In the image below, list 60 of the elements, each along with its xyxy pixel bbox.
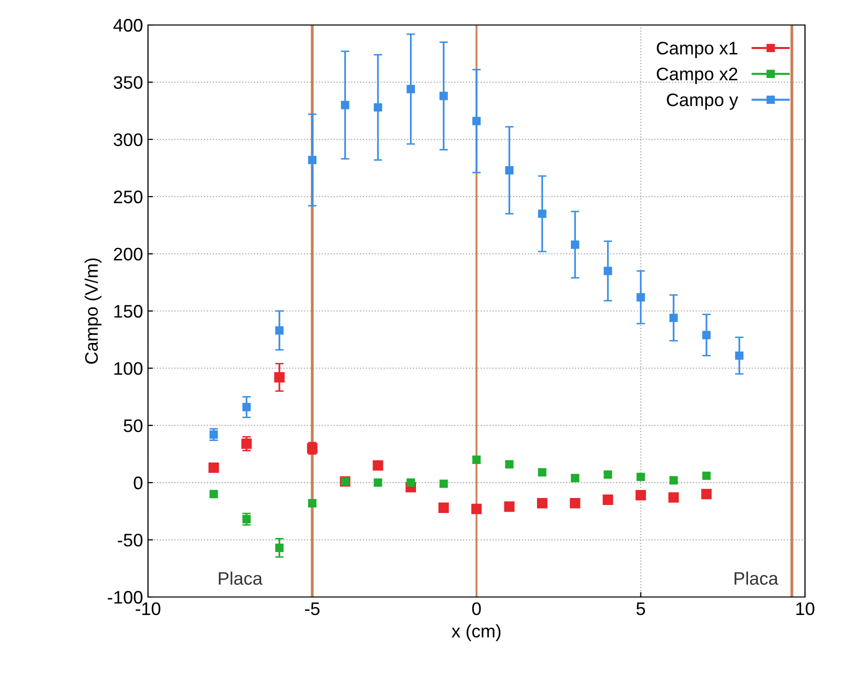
annotation: Placa xyxy=(218,572,263,585)
y-tick-label: 0 xyxy=(134,476,142,490)
annotation: Placa xyxy=(734,572,778,585)
y-tick-label: 150 xyxy=(114,304,142,318)
point xyxy=(701,488,712,500)
point xyxy=(374,103,382,112)
point xyxy=(602,494,614,505)
point xyxy=(472,116,481,126)
point xyxy=(210,490,218,498)
legend-label: Campo x2 xyxy=(656,68,738,84)
point xyxy=(471,504,482,514)
point xyxy=(210,430,218,439)
point xyxy=(242,515,251,524)
point xyxy=(668,492,679,503)
point xyxy=(702,330,711,340)
point xyxy=(570,474,580,482)
y-tick-label: 50 xyxy=(124,419,142,432)
y-tick-label: 200 xyxy=(114,248,142,261)
point xyxy=(275,544,284,552)
y-axis-title: Campo (V/m) xyxy=(84,258,102,364)
x-tick-label: 10 xyxy=(796,602,814,616)
y-tick-label: -50 xyxy=(118,534,142,547)
point xyxy=(536,498,548,508)
y-tick-label: 300 xyxy=(114,133,142,146)
point xyxy=(604,266,612,276)
y-tick-label: 250 xyxy=(114,190,142,204)
y-tick-label: 400 xyxy=(113,18,142,32)
y-tick-label: 350 xyxy=(114,76,142,89)
point xyxy=(372,460,384,471)
x-tick-label: 5 xyxy=(636,602,646,616)
point xyxy=(439,92,448,100)
x-tick-label: -10 xyxy=(136,602,160,616)
point xyxy=(308,156,316,164)
point xyxy=(636,490,646,500)
point xyxy=(340,100,350,110)
point xyxy=(275,326,284,335)
point xyxy=(406,478,415,487)
point xyxy=(538,210,546,218)
y-tick-label: -100 xyxy=(108,590,142,604)
point xyxy=(406,84,415,94)
y-tick-label: 100 xyxy=(114,362,142,375)
point xyxy=(208,462,219,473)
point xyxy=(735,351,744,360)
point xyxy=(274,372,285,383)
point xyxy=(570,240,580,249)
point xyxy=(636,293,645,302)
point xyxy=(505,166,514,174)
point xyxy=(504,501,515,512)
point xyxy=(505,460,514,468)
point xyxy=(438,502,449,513)
point xyxy=(669,314,678,322)
point xyxy=(439,480,448,488)
point xyxy=(241,438,252,449)
x-tick-label: 0 xyxy=(472,602,481,616)
point xyxy=(242,402,251,412)
x-tick-label: -5 xyxy=(305,602,320,616)
point xyxy=(570,498,580,508)
legend-label: Campo y xyxy=(666,93,738,110)
x-axis-title: x (cm) xyxy=(452,624,500,642)
legend-label: Campo x1 xyxy=(656,42,738,58)
